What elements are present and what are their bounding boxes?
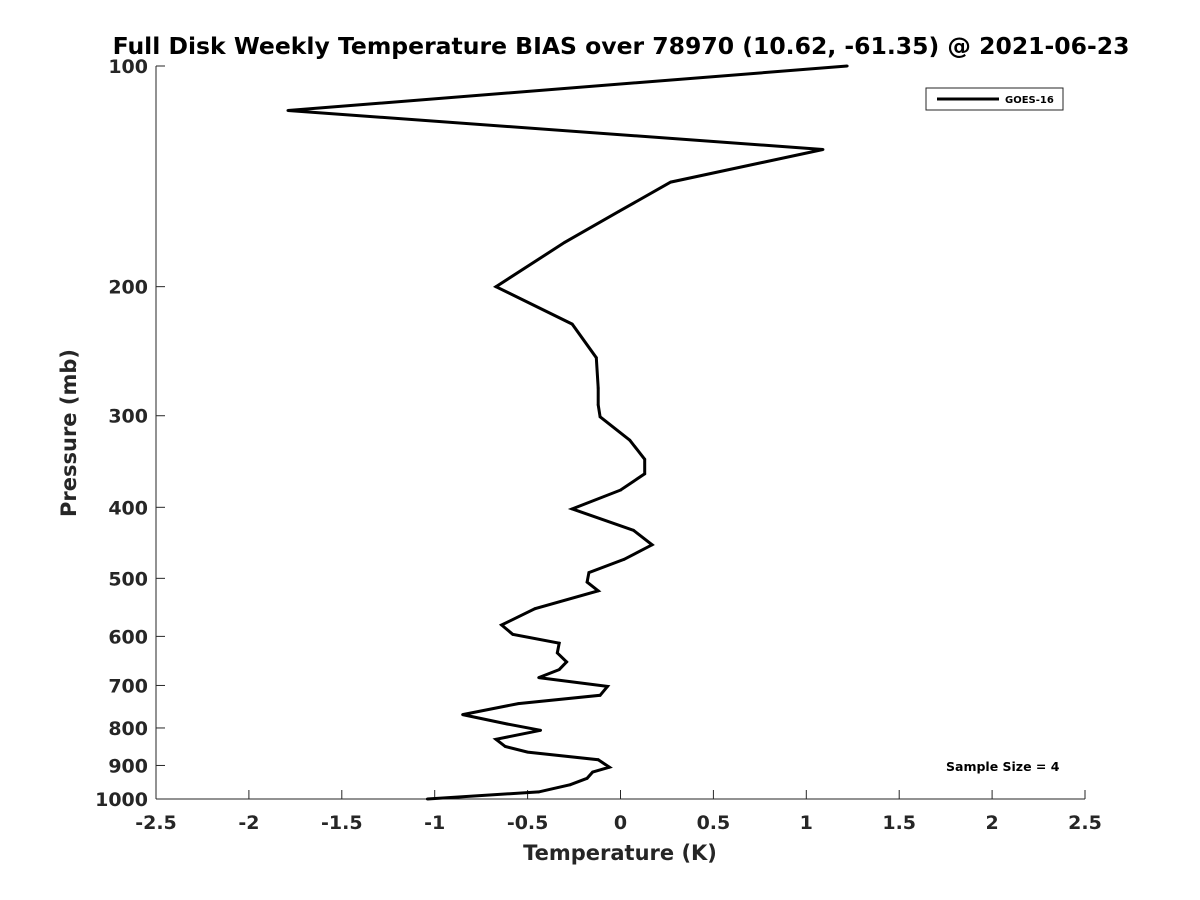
series-point xyxy=(598,415,602,419)
series-point xyxy=(570,322,574,326)
series-point xyxy=(494,737,498,741)
series-point xyxy=(596,758,600,762)
y-tick-label: 300 xyxy=(108,406,148,428)
series-point xyxy=(643,472,647,476)
y-tick-label: 700 xyxy=(108,675,148,697)
x-axis-ticks: -2.5 -2 -1.5 -1 -0.5 0 0.5 1 1.5 2 2.5 xyxy=(135,790,1102,834)
y-tick-label: 500 xyxy=(108,568,148,590)
series-point xyxy=(608,765,611,769)
series-point xyxy=(539,728,542,732)
series-point xyxy=(628,438,632,442)
series-point xyxy=(632,528,635,532)
series-layer xyxy=(286,64,849,801)
y-tick-label: 400 xyxy=(108,497,148,519)
series-point xyxy=(557,641,561,645)
series-point xyxy=(845,64,849,68)
series-point xyxy=(461,713,464,716)
x-tick-label: 0 xyxy=(614,812,627,834)
series-point xyxy=(591,770,594,774)
series-point xyxy=(494,285,498,289)
x-tick-label: 2.5 xyxy=(1068,812,1102,834)
series-point xyxy=(511,632,515,636)
series-point xyxy=(555,651,559,655)
series-point xyxy=(585,776,589,780)
x-tick-label: -1 xyxy=(424,812,445,834)
series-point xyxy=(821,148,825,151)
series-point xyxy=(622,557,626,561)
x-axis-label: Temperature (K) xyxy=(523,841,717,865)
series-point xyxy=(596,403,600,407)
legend: GOES-16 xyxy=(925,87,1064,111)
series-point xyxy=(563,240,567,244)
x-tick-label: 1 xyxy=(800,812,813,834)
series-point xyxy=(425,797,429,801)
series-point xyxy=(526,750,529,754)
series-point xyxy=(565,660,568,664)
series-point xyxy=(587,571,591,574)
series-point xyxy=(537,790,541,794)
x-tick-label: -2.5 xyxy=(135,812,177,834)
series-point xyxy=(585,580,589,584)
series-point xyxy=(650,543,654,547)
series-point xyxy=(643,457,647,461)
y-axis-label: Pressure (mb) xyxy=(57,349,81,517)
sample-size-annotation: Sample Size = 4 xyxy=(946,759,1060,774)
x-tick-label: -1.5 xyxy=(321,812,363,834)
x-tick-label: 2 xyxy=(985,812,998,834)
series-point xyxy=(596,386,600,390)
series-point xyxy=(516,702,520,705)
series-point xyxy=(537,676,541,679)
series-point xyxy=(568,783,572,787)
x-tick-label: 1.5 xyxy=(882,812,916,834)
series-point xyxy=(500,623,503,627)
y-tick-label: 1000 xyxy=(95,789,148,811)
series-point xyxy=(619,488,622,492)
y-tick-label: 100 xyxy=(108,56,148,78)
y-axis-ticks: 100 200 300 400 500 600 700 800 900 1000 xyxy=(95,56,165,811)
series-point xyxy=(606,685,609,688)
series-point xyxy=(286,109,290,112)
y-tick-label: 800 xyxy=(108,718,148,740)
series-point xyxy=(505,722,509,726)
series-point xyxy=(503,745,507,748)
legend-label: GOES-16 xyxy=(1005,95,1054,106)
x-tick-label: -0.5 xyxy=(507,812,549,834)
x-tick-label: 0.5 xyxy=(697,812,731,834)
chart-title: Full Disk Weekly Temperature BIAS over 7… xyxy=(113,32,1130,60)
series-point xyxy=(596,589,600,593)
y-tick-label: 200 xyxy=(108,277,148,299)
series-point xyxy=(570,507,574,511)
series-point xyxy=(669,180,673,184)
series-point xyxy=(594,356,598,360)
x-tick-label: -2 xyxy=(238,812,259,834)
y-tick-label: 900 xyxy=(108,755,148,777)
series-point xyxy=(557,668,561,671)
series-point xyxy=(598,693,602,697)
series-point xyxy=(617,210,620,214)
y-tick-label: 600 xyxy=(108,626,148,648)
series-point xyxy=(533,607,537,611)
